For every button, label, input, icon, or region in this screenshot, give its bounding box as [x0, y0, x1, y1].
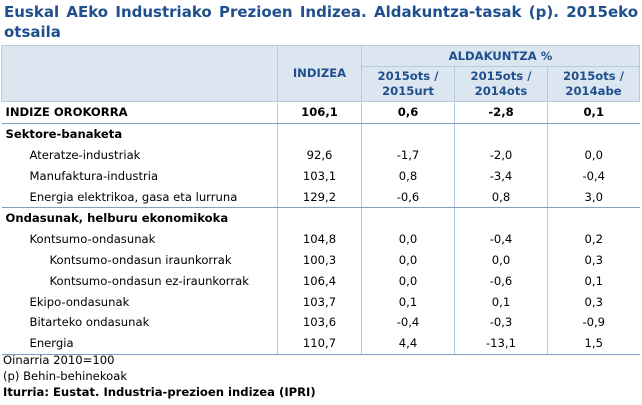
row-label: Ateratze-industriak	[29, 147, 141, 162]
empty-cell	[277, 207, 362, 229]
section-label: Ondasunak, helburu ekonomikoka	[5, 211, 229, 226]
provisional-note: (p) Behin-behinekoak	[3, 369, 128, 383]
row-label: Energia	[1, 332, 278, 355]
row-label: Kontsumo-ondasun ez-iraunkorrak	[49, 273, 249, 288]
cell-c2: -0,4	[454, 228, 548, 250]
cell-indizea: 129,2	[277, 186, 362, 208]
row-label: Bitarteko ondasunak	[29, 315, 150, 330]
cell-indizea: 103,1	[277, 165, 362, 187]
header-col-2015ots-2015urt: 2015ots / 2015urt	[361, 66, 455, 102]
cell-c3: -0,9	[546, 311, 640, 333]
row-label: INDIZE OROKORRA	[1, 101, 278, 124]
cell-indizea: 104,8	[277, 228, 362, 250]
cell-c2: 0,0	[454, 249, 548, 271]
source-note: Iturria: Eustat. Industria-prezioen indi…	[3, 385, 316, 399]
cell-indizea: 103,6	[277, 311, 362, 333]
table-row: Energia 110,7 4,4 -13,1 1,5	[1, 332, 640, 355]
cell-c1: -0,6	[361, 186, 455, 208]
empty-cell	[546, 207, 640, 229]
cell-c3: 0,1	[546, 270, 640, 292]
cell-c2: -2,8	[454, 101, 548, 124]
cell-indizea: 110,7	[277, 332, 362, 355]
cell-c2: 0,8	[454, 186, 548, 208]
cell-c3: 0,3	[546, 291, 640, 312]
cell-c3: -0,4	[546, 165, 640, 187]
header-col-2015ots-2014ots: 2015ots / 2014ots	[454, 66, 548, 102]
row-label: Kontsumo-ondasunak	[29, 232, 156, 247]
cell-c3: 0,2	[546, 228, 640, 250]
table-row: Kontsumo-ondasun iraunkorrak 100,3 0,0 0…	[2, 249, 640, 271]
cell-c1: 0,1	[361, 291, 455, 312]
table-row: Bitarteko ondasunak 103,6 -0,4 -0,3 -0,9	[2, 311, 640, 333]
cell-c1: -1,7	[361, 144, 455, 166]
cell-c1: 0,0	[361, 228, 455, 250]
cell-c2: -0,3	[454, 311, 548, 333]
header-blank-cell	[1, 45, 278, 102]
cell-c3: 0,3	[546, 249, 640, 271]
row-label: Ekipo-ondasunak	[29, 294, 130, 309]
base-note: Oinarria 2010=100	[3, 353, 115, 367]
empty-cell	[454, 123, 548, 145]
empty-cell	[361, 207, 455, 229]
header-col-2015ots-2014abe: 2015ots / 2014abe	[546, 66, 641, 102]
table-row: Manufaktura-industria 103,1 0,8 -3,4 -0,…	[2, 165, 640, 187]
cell-indizea: 103,7	[277, 291, 362, 312]
cell-c2: -3,4	[454, 165, 548, 187]
table-row: Kontsumo-ondasun ez-iraunkorrak 106,4 0,…	[2, 270, 640, 292]
empty-cell	[454, 207, 548, 229]
cell-indizea: 92,6	[277, 144, 362, 166]
page-title: Euskal AEko Industriako Prezioen Indizea…	[4, 3, 638, 41]
empty-cell	[277, 123, 362, 145]
footnotes: Oinarria 2010=100 (p) Behin-behinekoak I…	[3, 352, 316, 400]
cell-c3: 0,0	[546, 144, 640, 166]
cell-c2: -0,6	[454, 270, 548, 292]
table-row-section: Ondasunak, helburu ekonomikoka	[2, 207, 640, 229]
table-row: Energia elektrikoa, gasa eta lurruna 129…	[1, 186, 640, 208]
table-row: Ateratze-industriak 92,6 -1,7 -2,0 0,0	[2, 144, 640, 166]
cell-c1: 0,8	[361, 165, 455, 187]
row-label: Kontsumo-ondasun iraunkorrak	[49, 252, 232, 267]
empty-cell	[361, 123, 455, 145]
section-label: Sektore-banaketa	[5, 127, 123, 142]
cell-c1: -0,4	[361, 311, 455, 333]
table-row: Ekipo-ondasunak 103,7 0,1 0,1 0,3	[2, 291, 640, 312]
cell-indizea: 106,4	[277, 270, 362, 292]
header-aldakuntza: ALDAKUNTZA %	[360, 45, 641, 67]
price-index-table: INDIZEA ALDAKUNTZA % 2015ots / 2015urt 2…	[1, 45, 641, 355]
cell-indizea: 100,3	[277, 249, 362, 271]
cell-c1: 0,0	[361, 249, 455, 271]
table-row-general: INDIZE OROKORRA 106,1 0,6 -2,8 0,1	[1, 101, 640, 124]
cell-c3: 1,5	[546, 332, 640, 355]
cell-c2: -13,1	[454, 332, 548, 355]
row-label: Energia elektrikoa, gasa eta lurruna	[1, 186, 278, 208]
cell-c3: 0,1	[546, 101, 640, 124]
cell-c2: 0,1	[454, 291, 548, 312]
table-row-section: Sektore-banaketa	[2, 123, 640, 145]
cell-c1: 0,6	[361, 101, 455, 124]
table-row: Kontsumo-ondasunak 104,8 0,0 -0,4 0,2	[2, 228, 640, 250]
cell-c1: 0,0	[361, 270, 455, 292]
cell-c3: 3,0	[546, 186, 640, 208]
cell-c1: 4,4	[361, 332, 455, 355]
row-label: Manufaktura-industria	[29, 168, 159, 183]
cell-indizea: 106,1	[277, 101, 362, 124]
cell-c2: -2,0	[454, 144, 548, 166]
empty-cell	[546, 123, 640, 145]
header-indizea: INDIZEA	[277, 45, 362, 102]
